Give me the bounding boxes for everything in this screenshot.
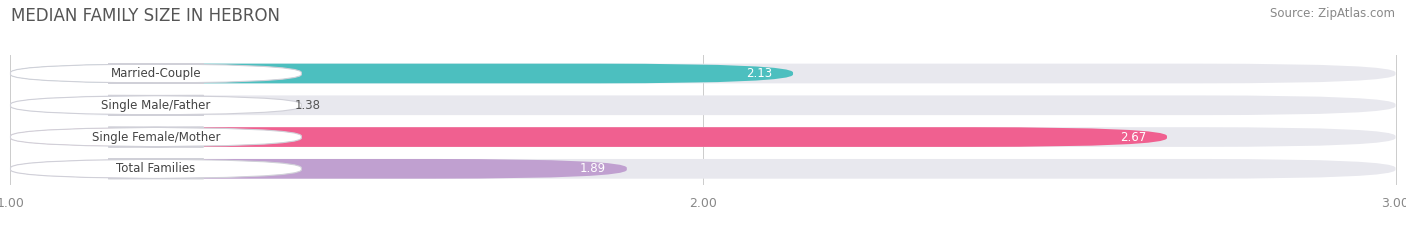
FancyBboxPatch shape bbox=[10, 127, 301, 147]
FancyBboxPatch shape bbox=[10, 96, 274, 115]
Text: Single Female/Mother: Single Female/Mother bbox=[91, 130, 221, 144]
FancyBboxPatch shape bbox=[10, 127, 1396, 147]
FancyBboxPatch shape bbox=[10, 96, 301, 115]
FancyBboxPatch shape bbox=[10, 127, 1167, 147]
Text: 1.89: 1.89 bbox=[579, 162, 606, 175]
Text: Married-Couple: Married-Couple bbox=[111, 67, 201, 80]
FancyBboxPatch shape bbox=[10, 96, 1396, 115]
FancyBboxPatch shape bbox=[10, 64, 1396, 83]
FancyBboxPatch shape bbox=[10, 64, 793, 83]
FancyBboxPatch shape bbox=[10, 159, 301, 179]
Text: 2.13: 2.13 bbox=[747, 67, 772, 80]
Text: Source: ZipAtlas.com: Source: ZipAtlas.com bbox=[1270, 7, 1395, 20]
FancyBboxPatch shape bbox=[10, 159, 627, 179]
Text: MEDIAN FAMILY SIZE IN HEBRON: MEDIAN FAMILY SIZE IN HEBRON bbox=[11, 7, 280, 25]
Text: 1.38: 1.38 bbox=[294, 99, 321, 112]
Text: Single Male/Father: Single Male/Father bbox=[101, 99, 211, 112]
Text: 2.67: 2.67 bbox=[1121, 130, 1146, 144]
FancyBboxPatch shape bbox=[10, 159, 1396, 179]
Text: Total Families: Total Families bbox=[117, 162, 195, 175]
FancyBboxPatch shape bbox=[10, 64, 301, 83]
